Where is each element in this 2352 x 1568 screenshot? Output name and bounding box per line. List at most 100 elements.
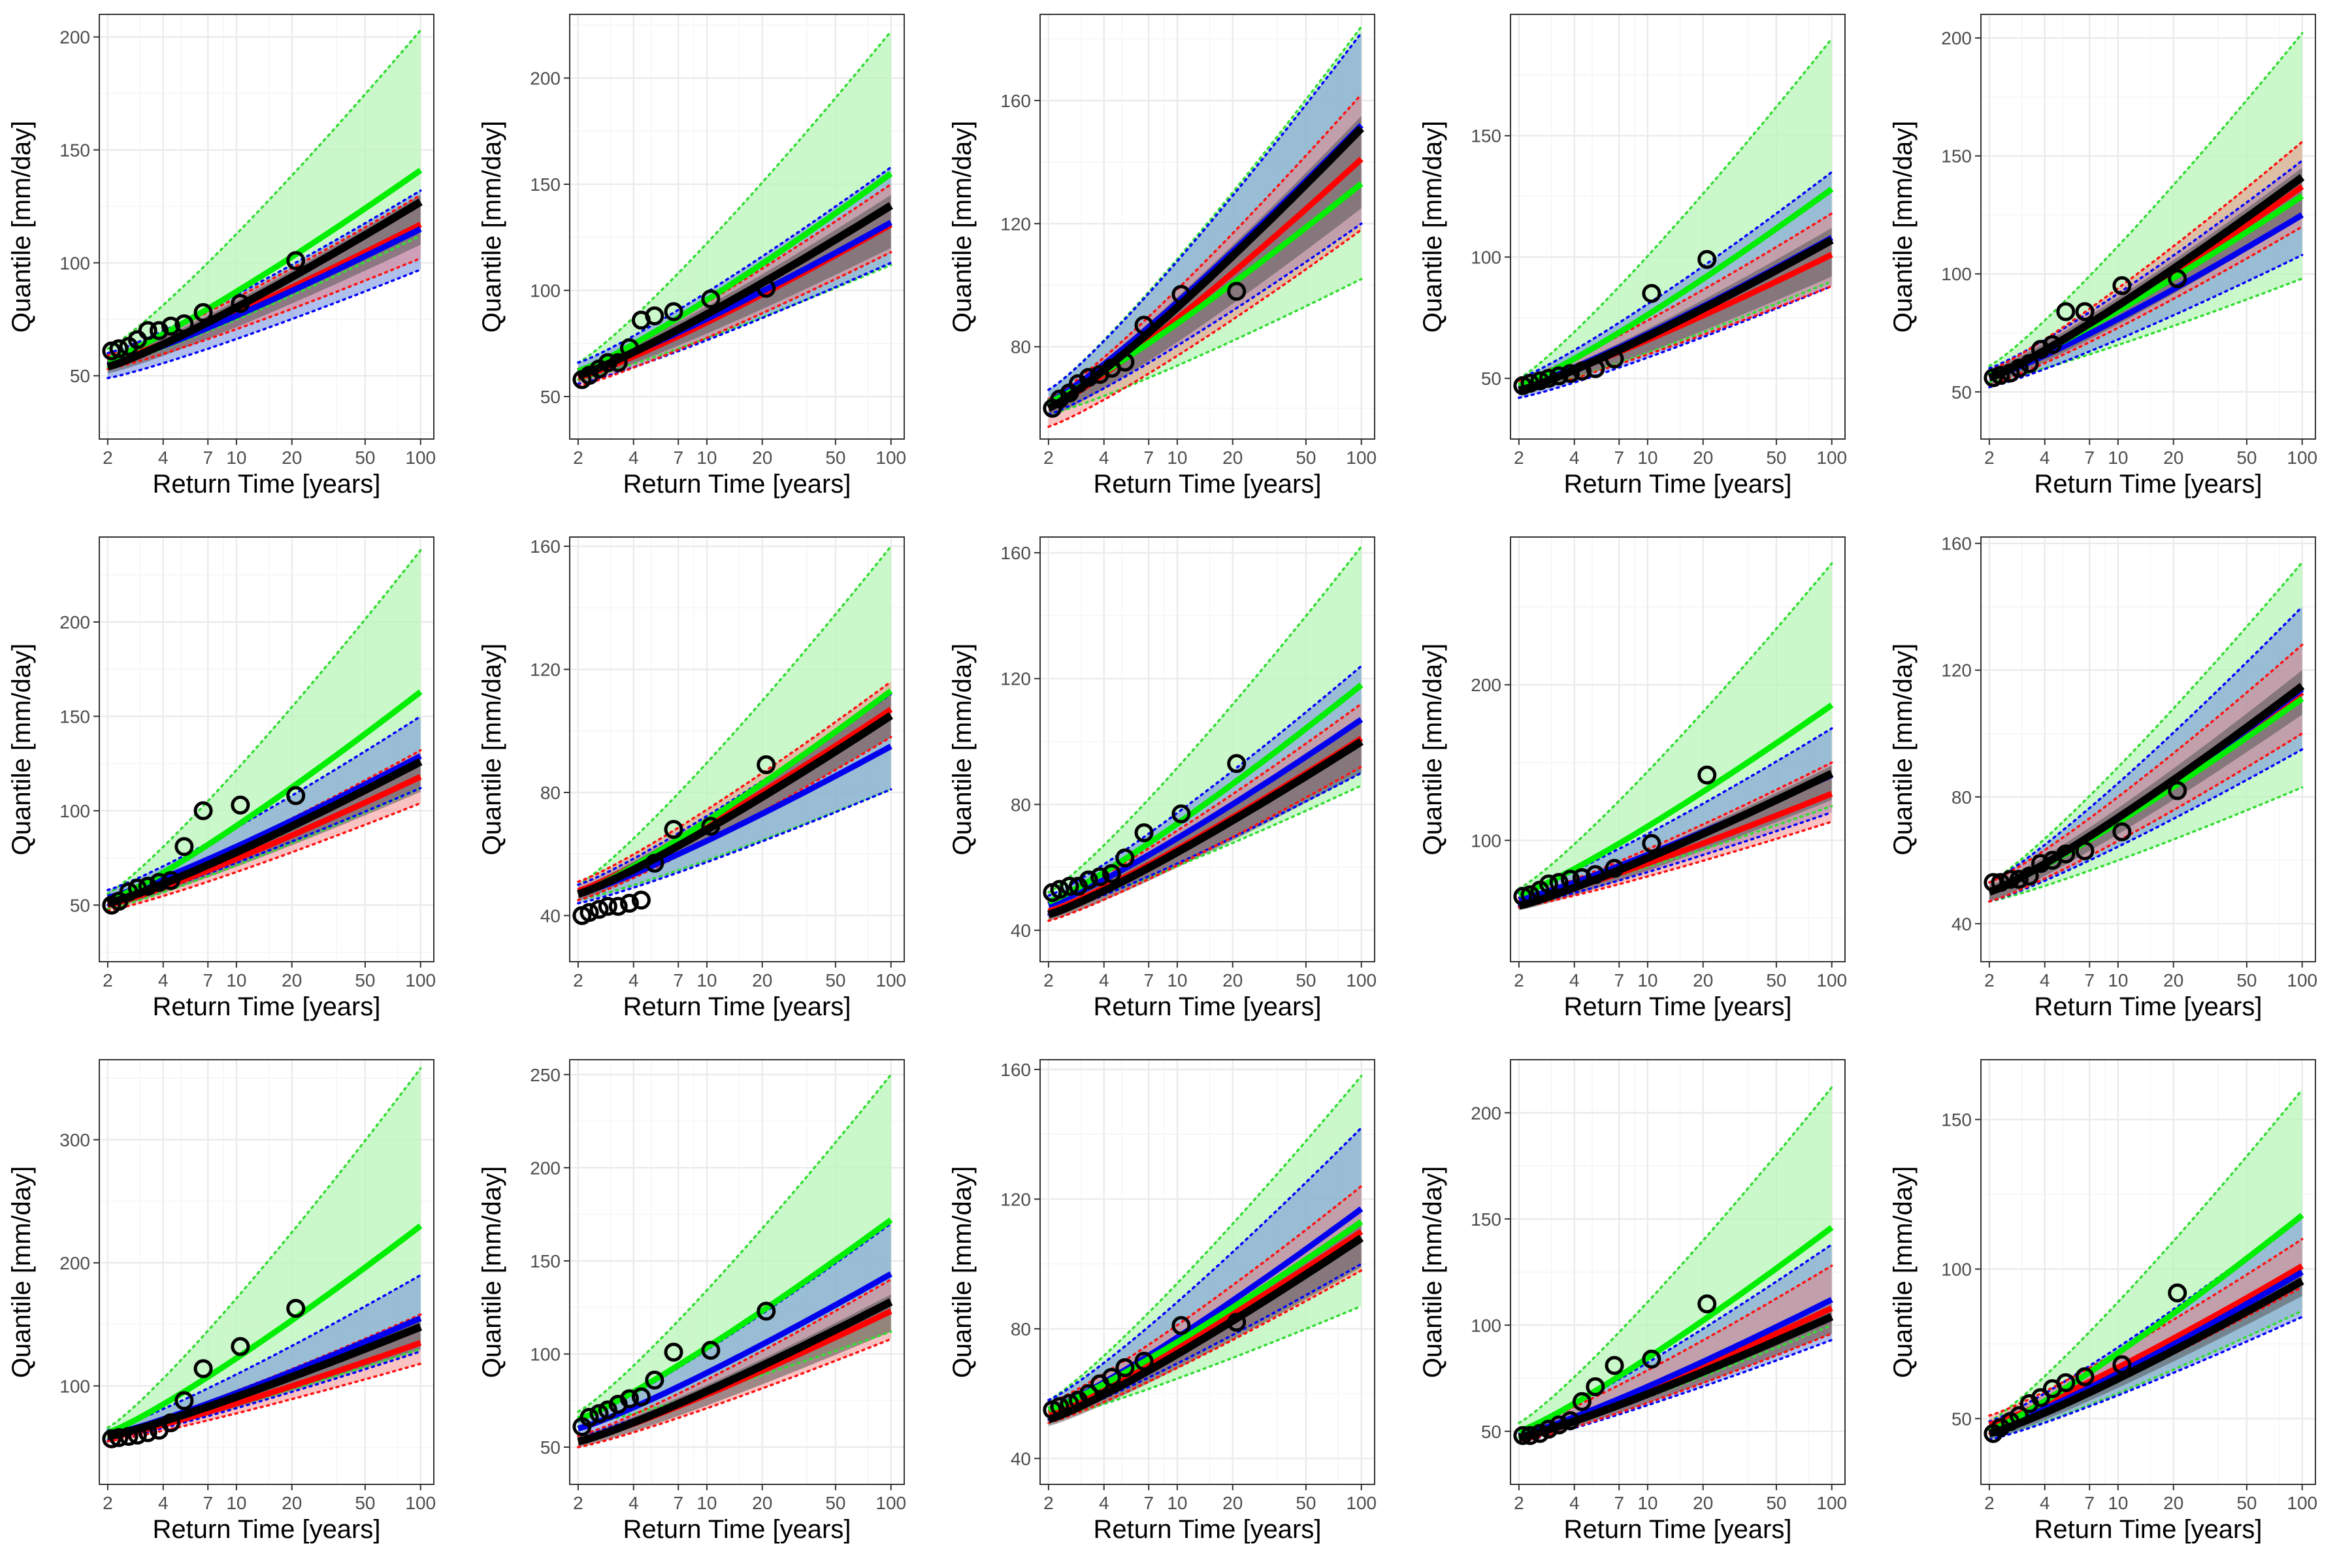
observed-point [2009, 359, 2029, 378]
x-tick-label: 7 [2084, 1493, 2095, 1513]
x-tick-label: 7 [2084, 970, 2095, 990]
x-tick-label: 50 [825, 448, 845, 468]
x-axis-title: Return Time [years] [2034, 470, 2262, 498]
x-tick-label: 2 [1514, 970, 1524, 990]
observed-point [580, 903, 599, 923]
bound-hi-blue [1518, 1243, 1833, 1431]
bound-lo-blue [1518, 811, 1833, 907]
observed-point [1530, 371, 1550, 391]
line-green [1518, 1225, 1834, 1435]
x-tick-label: 50 [1766, 1493, 1786, 1513]
data-layer [1043, 1075, 1364, 1426]
x-tick-label: 2 [103, 1493, 113, 1513]
band-blue [1048, 1128, 1362, 1420]
x-tick-label: 20 [1222, 448, 1243, 468]
bound-lo-red [106, 257, 422, 370]
y-tick-label: 40 [1952, 914, 1972, 934]
observed-point [1513, 887, 1533, 906]
x-axis-title: Return Time [years] [2034, 992, 2262, 1021]
x-tick-label: 10 [226, 1493, 246, 1513]
x-tick-label: 7 [1143, 448, 1154, 468]
panel-border [99, 1059, 434, 1485]
observed-point [1539, 368, 1558, 388]
observed-point [1539, 1420, 1558, 1439]
observed-point [174, 1391, 194, 1411]
x-tick-label: 50 [1766, 970, 1786, 990]
observed-point [1539, 874, 1558, 894]
panel-border [1039, 536, 1375, 962]
x-tick-label: 50 [2236, 1493, 2257, 1513]
observed-point [1642, 834, 1661, 853]
x-tick-label: 10 [1167, 1493, 1187, 1513]
observed-point [1560, 364, 1580, 384]
observed-point [102, 1429, 122, 1448]
x-tick-label: 7 [203, 970, 213, 990]
observed-point [1171, 804, 1191, 824]
bound-hi-green [1518, 562, 1833, 890]
line-black [577, 1298, 893, 1446]
observed-point [631, 890, 651, 910]
observed-point [2168, 269, 2187, 288]
bound-hi-blue [106, 189, 422, 355]
observed-point [1102, 864, 1121, 883]
observed-point [619, 1389, 639, 1409]
y-tick-label: 120 [1941, 661, 1972, 681]
observed-point [109, 339, 129, 359]
observed-point [1697, 1294, 1717, 1314]
y-tick-label: 50 [70, 895, 90, 915]
bound-lo-red [106, 802, 422, 912]
observed-point [1991, 366, 2010, 385]
observed-point [757, 278, 776, 298]
observed-point [1984, 873, 2003, 892]
bound-lo-blue [1988, 1315, 2304, 1441]
panel-15: 2 4 7 10 20 50 100 50 100 150 Return Time [years] Q… [1889, 1059, 2317, 1544]
y-axis-title: Quantile [mm/day] [7, 1166, 36, 1379]
observed-point [1115, 1358, 1135, 1377]
panel-10: 2 4 7 10 20 50 100 40 80 120 160 Return Time [years… [1889, 534, 2317, 1021]
x-tick-label: 7 [673, 1493, 683, 1513]
observed-point [138, 1423, 157, 1443]
bound-lo-green [106, 787, 422, 910]
y-tick-label: 80 [1011, 794, 1031, 815]
observed-point [664, 819, 683, 839]
observed-point [2112, 276, 2132, 295]
observed-point [119, 1427, 139, 1446]
bound-lo-green [1988, 786, 2304, 903]
x-tick-label: 2 [1043, 448, 1054, 468]
x-tick-label: 50 [825, 970, 845, 990]
x-tick-label: 2 [1514, 1493, 1524, 1513]
line-black [1047, 738, 1364, 919]
x-tick-label: 4 [629, 1493, 639, 1513]
x-tick-label: 10 [696, 448, 717, 468]
line-blue [1047, 717, 1364, 908]
band-blue [1048, 33, 1362, 415]
x-tick-label: 10 [226, 970, 246, 990]
x-tick-label: 2 [573, 1493, 583, 1513]
data-layer [102, 549, 423, 915]
observed-point [1060, 876, 1079, 896]
y-axis-title: Quantile [mm/day] [948, 1166, 977, 1379]
observed-point [1560, 870, 1580, 889]
observed-point [1060, 1394, 1079, 1413]
x-tick-label: 20 [1693, 448, 1713, 468]
bound-hi-blue [1518, 171, 1833, 380]
x-tick-label: 4 [1569, 1493, 1580, 1513]
x-tick-label: 100 [2287, 448, 2317, 468]
panel-4: 2 4 7 10 20 50 100 50 100 150 Return Time [years] Q… [1418, 14, 1847, 498]
bound-lo-green [1047, 278, 1363, 416]
x-tick-label: 7 [1614, 448, 1624, 468]
x-tick-label: 10 [1637, 448, 1658, 468]
bound-lo-red [1047, 1269, 1363, 1424]
y-tick-label: 200 [59, 612, 90, 632]
observed-point [2056, 302, 2076, 321]
y-tick-label: 120 [1000, 1189, 1031, 1209]
observed-point [1102, 1367, 1121, 1387]
line-blue [577, 1271, 892, 1431]
line-black [1987, 174, 2305, 382]
observed-point [1605, 349, 1624, 368]
y-tick-label: 40 [540, 906, 561, 926]
observed-point [231, 294, 250, 314]
y-tick-label: 200 [1471, 675, 1501, 695]
bound-hi-blue [1047, 1126, 1363, 1401]
x-tick-label: 100 [405, 1493, 436, 1513]
